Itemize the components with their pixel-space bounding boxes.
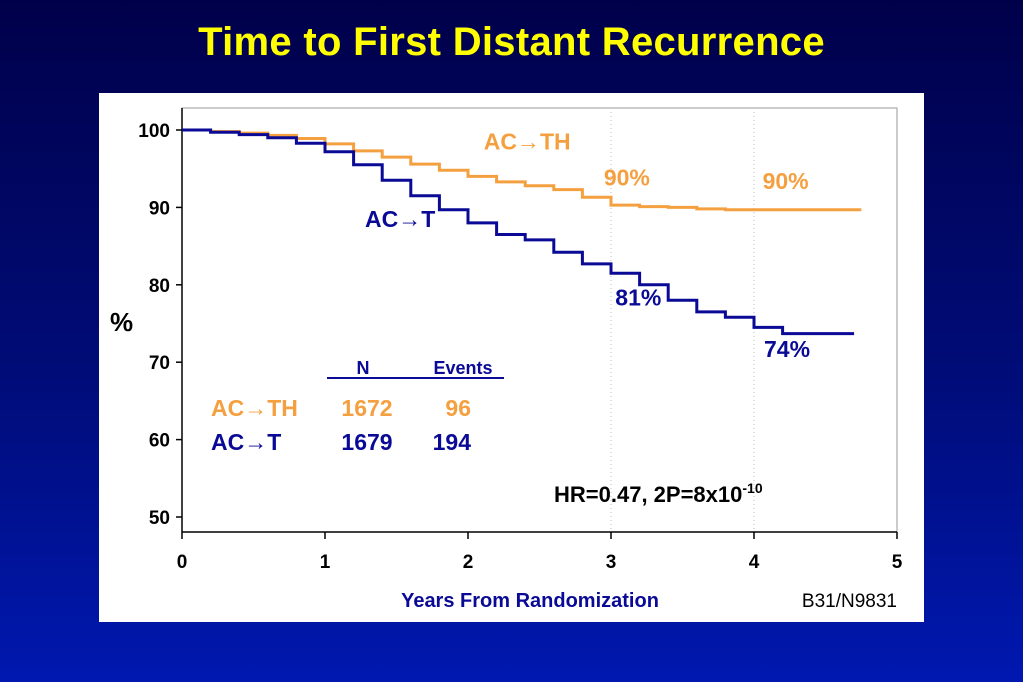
survival-chart: 50 60 70 80 90 100 0 1 2 3 4 5 90% 90% 81% 74% AC→TH AC… <box>110 107 903 612</box>
table-row-label-act: AC→T <box>211 429 281 455</box>
percent-annotation-2: 90% <box>763 168 809 194</box>
y-tick-label: 80 <box>149 276 170 297</box>
hazard-ratio-stat: HR=0.47, 2P=8x10-10 <box>554 480 763 507</box>
y-tick-label: 70 <box>149 353 170 374</box>
table-header-events: Events <box>433 358 492 378</box>
x-tick-label: 1 <box>320 552 331 573</box>
x-tick-label: 0 <box>177 552 188 573</box>
percent-annotation-4: 74% <box>764 336 810 362</box>
y-tick-label: 100 <box>138 121 170 142</box>
table-row-label-acth: AC→TH <box>211 395 298 421</box>
x-tick-label: 3 <box>606 552 617 573</box>
series-line-act <box>182 128 855 336</box>
percent-annotation-3: 81% <box>615 285 661 311</box>
events-table: N Events AC→TH 1672 96 AC→T 1679 194 <box>211 358 504 455</box>
x-tick-label: 4 <box>749 552 760 573</box>
percent-annotation-1: 90% <box>604 165 650 191</box>
y-tick-label: 90 <box>149 198 170 219</box>
source-label: B31/N9831 <box>802 591 897 612</box>
table-row-n-act: 1679 <box>341 429 392 455</box>
y-tick-label: 50 <box>149 508 170 529</box>
x-tick-label: 2 <box>463 552 474 573</box>
y-tick-label: 60 <box>149 431 170 452</box>
table-row-events-act: 194 <box>433 429 472 455</box>
x-axis-label: Years From Randomization <box>401 590 659 612</box>
slide-title: Time to First Distant Recurrence <box>198 20 825 64</box>
x-tick-label: 5 <box>892 552 903 573</box>
series-label-acth: AC→TH <box>484 128 571 154</box>
chart-panel: 50 60 70 80 90 100 0 1 2 3 4 5 90% 90% 81% 74% AC→TH AC… <box>99 93 924 622</box>
y-axis-label: % <box>110 307 133 337</box>
table-header-n: N <box>357 358 370 378</box>
series-label-act: AC→T <box>365 206 435 232</box>
table-row-events-acth: 96 <box>445 395 471 421</box>
table-row-n-acth: 1672 <box>341 395 392 421</box>
series-line-acth <box>182 128 862 212</box>
